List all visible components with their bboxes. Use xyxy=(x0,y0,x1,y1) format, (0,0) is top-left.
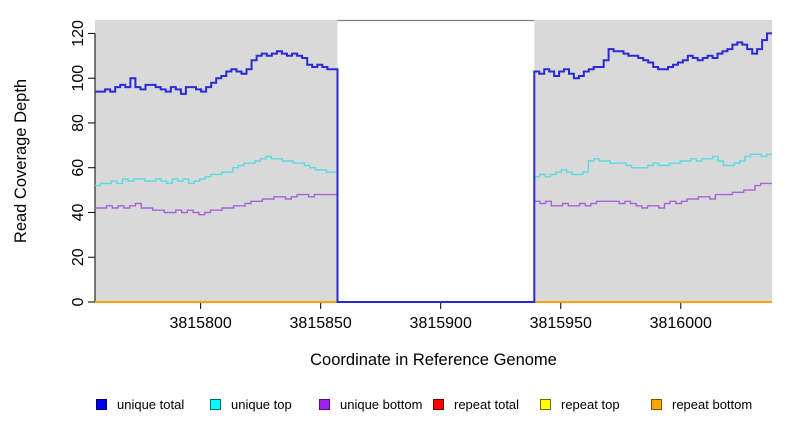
legend-swatch xyxy=(319,398,330,410)
svg-text:3815850: 3815850 xyxy=(290,315,352,332)
legend-swatch xyxy=(96,398,107,410)
legend-item-unique-top: unique top xyxy=(210,396,292,412)
svg-text:3815900: 3815900 xyxy=(410,315,472,332)
series-unique-total xyxy=(95,32,772,303)
legend-label: unique bottom xyxy=(340,396,423,412)
svg-text:3816000: 3816000 xyxy=(650,315,712,332)
svg-text:3815950: 3815950 xyxy=(530,315,592,332)
legend-item-repeat-top: repeat top xyxy=(540,396,620,412)
svg-text:40: 40 xyxy=(70,203,87,221)
y-axis-label: Read Coverage Depth xyxy=(12,79,30,243)
x-axis-label: Coordinate in Reference Genome xyxy=(310,351,557,369)
svg-text:100: 100 xyxy=(70,65,87,92)
svg-text:0: 0 xyxy=(70,297,87,306)
legend-label: repeat bottom xyxy=(672,396,753,412)
legend-swatch xyxy=(210,398,221,410)
svg-text:20: 20 xyxy=(70,248,87,266)
legend-label: unique top xyxy=(231,396,292,412)
svg-text:60: 60 xyxy=(70,159,87,177)
legend-label: repeat total xyxy=(454,396,520,412)
legend-swatch xyxy=(651,398,662,410)
legend-swatch xyxy=(433,398,444,410)
svg-text:80: 80 xyxy=(70,114,87,132)
svg-text:120: 120 xyxy=(70,20,87,47)
legend-swatch xyxy=(540,398,551,410)
legend-item-repeat-total: repeat total xyxy=(433,396,519,412)
legend-label: unique total xyxy=(117,396,185,412)
legend: unique total unique top unique bottom re… xyxy=(0,396,792,416)
legend-item-unique-bottom: unique bottom xyxy=(319,396,422,412)
legend-item-repeat-bottom: repeat bottom xyxy=(651,396,752,412)
legend-item-unique-total: unique total xyxy=(96,396,184,412)
svg-text:3815800: 3815800 xyxy=(169,315,231,332)
legend-label: repeat top xyxy=(561,396,620,412)
